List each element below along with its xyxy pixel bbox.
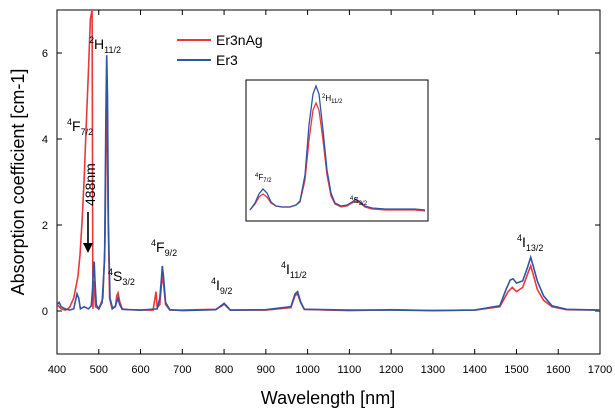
inset-panel: 2H11/2 4F7/2 4S3/2 [246, 80, 428, 221]
peak-label-h11-2: 2H11/2 [89, 35, 121, 55]
x-tick-label-1400: 1400 [462, 364, 486, 376]
x-tick-label-1300: 1300 [421, 364, 445, 376]
y-axis-title: Absorption coefficient [cm-1] [8, 69, 28, 296]
peak-label-i13-2: 4I13/2 [517, 233, 543, 253]
x-tick-label-500: 500 [90, 364, 108, 376]
legend-label-er3: Er3 [216, 52, 238, 68]
x-tick-label-600: 600 [131, 364, 149, 376]
x-tick-label-1700: 1700 [588, 364, 612, 376]
peak-label-i9-2: 4I9/2 [211, 276, 232, 296]
peak-label-f9-2: 4F9/2 [151, 238, 177, 258]
peak-label-i11-2: 4I11/2 [281, 260, 307, 280]
peak-label-f7-2: 4F7/2 [67, 117, 93, 137]
x-tick-label-900: 900 [257, 364, 275, 376]
x-tick-label-1100: 1100 [338, 364, 362, 376]
y-tick-label-6: 6 [42, 48, 48, 60]
peak-label-s3-2: 4S3/2 [108, 267, 135, 287]
y-tick-label-4: 4 [42, 134, 48, 146]
x-tick-label-1500: 1500 [504, 364, 528, 376]
arrow-488nm-head [83, 243, 93, 253]
x-tick-label-700: 700 [173, 364, 191, 376]
legend-label-er3nag: Er3nAg [216, 32, 263, 48]
y-tick-label-0: 0 [42, 306, 48, 318]
x-tick-label-1000: 1000 [295, 364, 319, 376]
x-tick-label-1200: 1200 [379, 364, 403, 376]
x-tick-label-400: 400 [48, 364, 66, 376]
x-tick-label-800: 800 [215, 364, 233, 376]
label-488nm: 488nm [82, 163, 98, 206]
legend: Er3nAg Er3 [177, 32, 263, 68]
x-tick-label-1600: 1600 [546, 364, 570, 376]
x-axis-title: Wavelength [nm] [261, 388, 395, 408]
y-tick-label-2: 2 [42, 220, 48, 232]
